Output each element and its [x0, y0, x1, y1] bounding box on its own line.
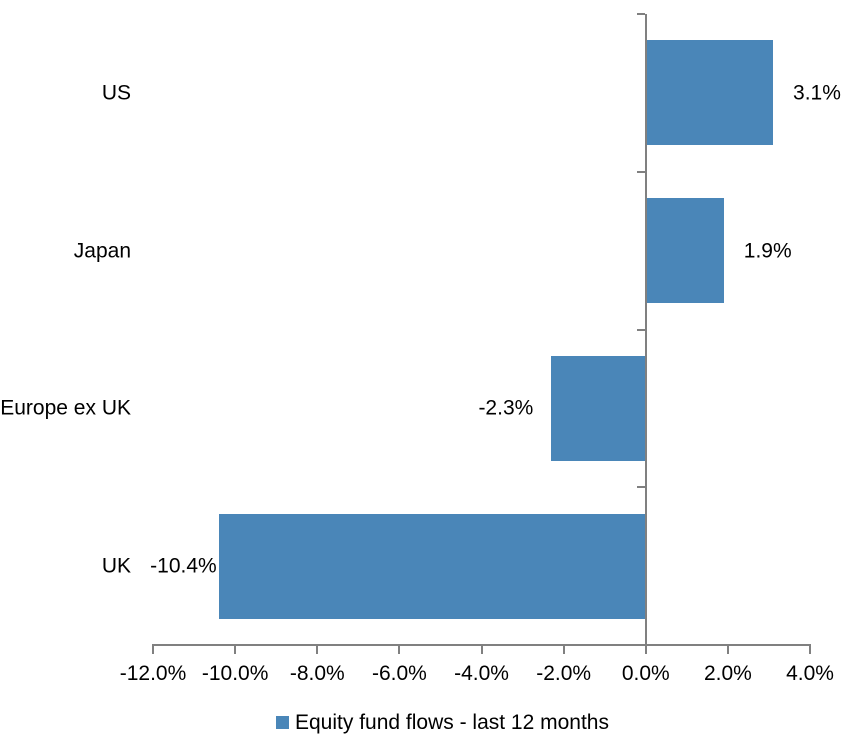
- legend-swatch-icon: [276, 716, 289, 730]
- bar-europe-ex-uk: [551, 355, 646, 461]
- y-axis-tick: [636, 13, 645, 15]
- x-axis-tick: [480, 644, 483, 654]
- x-axis-tick: [809, 644, 811, 654]
- x-tick-label-2-0: -2.0%: [536, 662, 592, 685]
- category-label-europe-ex-uk: Europe ex UK: [0, 396, 131, 420]
- x-axis-tick: [234, 644, 237, 654]
- x-tick-label-2-0: 2.0%: [703, 662, 752, 685]
- category-label-uk: UK: [101, 554, 131, 578]
- vertical-axis-line: [644, 14, 647, 646]
- x-tick-label-4-0: -4.0%: [454, 662, 509, 685]
- value-label-japan: 1.9%: [743, 239, 792, 263]
- x-axis-tick: [152, 644, 154, 654]
- x-tick-label-6-0: -6.0%: [371, 662, 427, 685]
- y-axis-tick: [636, 486, 645, 489]
- x-tick-label-4-0: 4.0%: [786, 662, 834, 685]
- legend: Equity fund flows - last 12 months: [276, 710, 609, 735]
- value-label-europe-ex-uk: -2.3%: [478, 396, 534, 420]
- x-axis-tick: [316, 644, 319, 654]
- legend-label: Equity fund flows - last 12 months: [295, 711, 609, 734]
- x-tick-label-8-0: -8.0%: [289, 662, 345, 685]
- bar-uk: [218, 513, 646, 619]
- y-axis-tick: [636, 328, 645, 331]
- x-axis-tick: [644, 644, 647, 654]
- x-tick-label-10-0: -10.0%: [201, 662, 269, 685]
- value-label-uk: -10.4%: [150, 554, 217, 578]
- x-axis-tick: [726, 644, 729, 654]
- category-label-japan: Japan: [73, 239, 131, 263]
- x-tick-label-12-0: -12.0%: [119, 662, 187, 685]
- y-axis-tick: [636, 170, 645, 173]
- bar-japan: [645, 198, 724, 304]
- horizontal-axis-line: [153, 644, 810, 646]
- bar-us: [645, 40, 774, 146]
- category-label-us: US: [101, 81, 131, 105]
- value-label-us: 3.1%: [793, 81, 841, 105]
- x-axis-tick: [562, 644, 565, 654]
- x-tick-label-0-0: 0.0%: [621, 662, 670, 685]
- x-axis-tick: [398, 644, 401, 654]
